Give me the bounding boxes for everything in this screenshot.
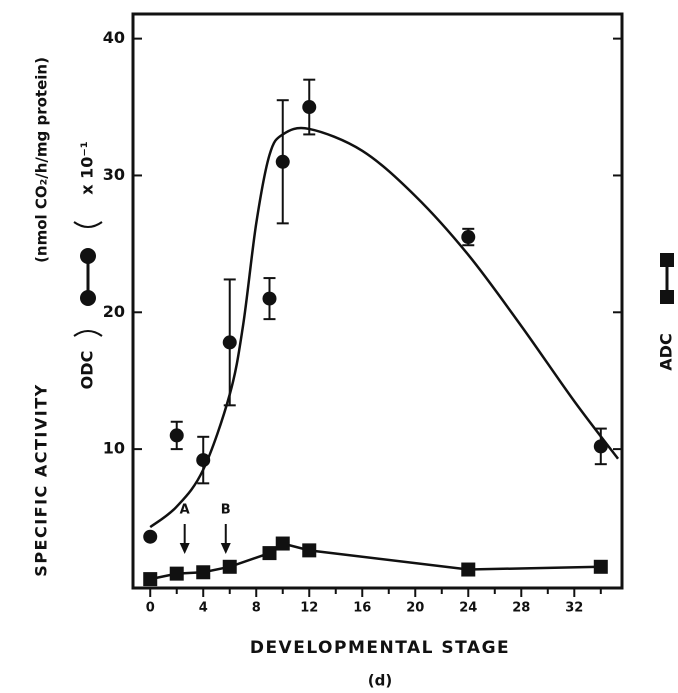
x-tick-label: 24: [459, 601, 477, 616]
plot-frame: [131, 12, 624, 590]
annotation: B: [221, 503, 231, 518]
x-tick-label: 20: [406, 601, 424, 616]
legend-symbol: [73, 221, 103, 337]
data-point: [593, 559, 608, 574]
x-tick-label: 16: [353, 601, 371, 616]
data-point: [262, 291, 277, 306]
x-tick-label: 28: [512, 601, 530, 616]
x-tick-label: 0: [146, 601, 155, 616]
data-point: [222, 335, 237, 350]
x-tick-label: 4: [199, 601, 208, 616]
x-tick-label: 12: [300, 601, 318, 616]
data-point: [196, 453, 211, 468]
data-point: [302, 100, 317, 115]
y-axis-unit: (nmol CO₂/h/mg protein): [33, 57, 51, 263]
x-axis-label: DEVELOPMENTAL STAGE: [250, 638, 510, 658]
data-point: [169, 566, 184, 581]
data-point: [461, 562, 476, 577]
y-axis-label: SPECIFIC ACTIVITY: [32, 383, 51, 576]
caption: (d): [368, 672, 392, 690]
data-point: [593, 439, 608, 454]
x-tick-label: 32: [565, 601, 583, 616]
y-tick-label: 10: [103, 439, 125, 458]
legend-label: ADC: [657, 333, 676, 370]
annotation: A: [180, 503, 190, 518]
data-point: [275, 154, 290, 169]
y-tick-label: 40: [103, 28, 125, 47]
fit-curve: [149, 126, 620, 529]
series-line: [149, 542, 601, 581]
data-point: [222, 559, 237, 574]
legend-symbol: [660, 253, 674, 304]
y-tick-label: 30: [103, 165, 125, 184]
data-point: [262, 546, 277, 561]
legend-label: ODC: [78, 351, 97, 390]
data-point: [143, 572, 158, 587]
y-tick-label: 20: [103, 302, 125, 321]
scale-note: x 10⁻¹: [78, 141, 97, 195]
data-point: [275, 536, 290, 551]
data-point: [143, 529, 158, 544]
annotation-arrowhead: [179, 543, 190, 554]
annotation-arrowhead: [220, 543, 231, 554]
data-point: [461, 230, 476, 245]
data-point: [196, 565, 211, 580]
data-point: [302, 543, 317, 558]
x-tick-label: 8: [252, 601, 261, 616]
data-point: [169, 428, 184, 443]
